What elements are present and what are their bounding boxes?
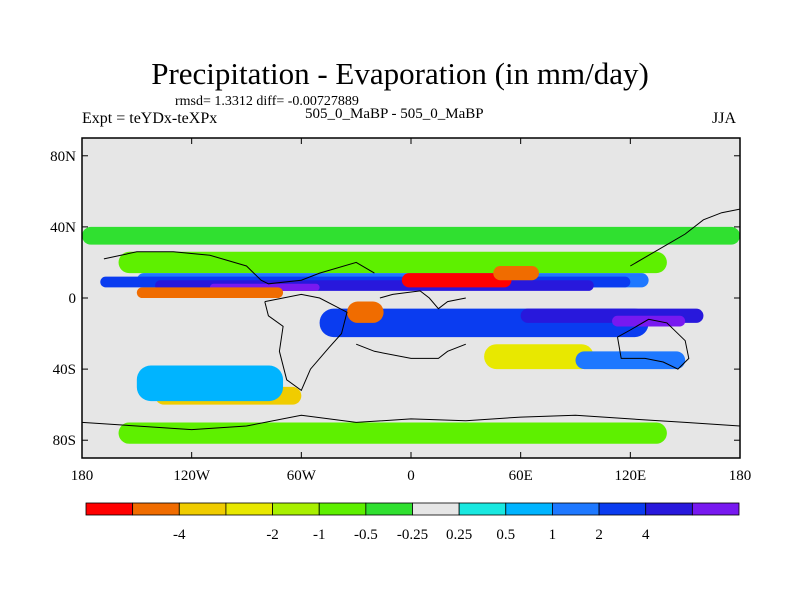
land-outlines — [82, 208, 740, 431]
colorbar-label: 0.5 — [496, 527, 515, 543]
colorbar-label: 0.25 — [446, 527, 472, 543]
field-region — [347, 301, 384, 323]
colorbar-label: -0.25 — [397, 527, 428, 543]
coastline-north-america — [103, 251, 375, 285]
colorbar-swatch — [412, 502, 460, 516]
colorbar-swatch — [132, 502, 180, 516]
colorbar-label: 4 — [642, 527, 650, 543]
field-region — [136, 365, 284, 402]
colorbar-swatch — [691, 502, 740, 516]
field-region — [136, 287, 284, 298]
colorbar-swatch — [598, 502, 647, 516]
colorbar-label: -1 — [313, 527, 326, 543]
x-tick-label: 60E — [509, 468, 533, 484]
coastline-southern-africa — [356, 343, 466, 359]
field-region — [612, 315, 686, 327]
colorbar-swatch — [365, 502, 413, 516]
y-tick-label: 80N — [50, 149, 76, 165]
y-tick-label: 0 — [69, 291, 77, 307]
colorbar-label: -2 — [266, 527, 279, 543]
colorbar-swatch — [505, 502, 553, 516]
y-tick-label: 40N — [50, 220, 76, 236]
coastline-africa — [379, 290, 466, 310]
field-region — [82, 226, 740, 245]
x-tick-label: 120E — [614, 468, 646, 484]
x-tick-label: 120W — [173, 468, 211, 484]
x-tick-label: 180 — [729, 468, 752, 484]
x-tick-label: 60W — [287, 468, 317, 484]
colorbar-label: 2 — [595, 527, 603, 543]
field-region — [118, 422, 667, 444]
axes: 180 120W 60W 0 60E 120E 180 80N 40N 0 40S 80S — [50, 138, 751, 484]
stats-text: rmsd= 1.3312 diff= -0.00727889 — [175, 94, 359, 109]
chart-title: Precipitation - Evaporation (in mm/day) — [151, 56, 649, 91]
field-regions — [82, 226, 740, 444]
colorbar-swatch — [178, 502, 227, 516]
season-label: JJA — [712, 110, 737, 127]
colorbar-swatch — [645, 502, 693, 516]
colorbar-swatch — [552, 502, 600, 516]
y-tick-label: 40S — [53, 362, 76, 378]
colorbar-label: -0.5 — [354, 527, 378, 543]
colorbar-label: 1 — [549, 527, 557, 543]
x-tick-label: 0 — [407, 468, 415, 484]
x-tick-label: 180 — [71, 468, 94, 484]
field-region — [575, 351, 686, 370]
colorbar: -4 -2 -1 -0.5 -0.25 0.25 0.5 1 2 4 — [85, 502, 740, 543]
experiment-label: Expt = teYDx-teXPx — [82, 110, 218, 127]
colorbar-swatch — [272, 502, 320, 516]
field-region — [493, 266, 539, 281]
field-region — [118, 251, 667, 274]
colorbar-swatch — [458, 502, 507, 516]
coastline-south-america — [264, 293, 348, 392]
field-region — [484, 344, 594, 370]
colorbar-swatch — [225, 502, 273, 516]
coastline-australia — [617, 318, 690, 370]
colorbar-swatch — [85, 502, 134, 516]
y-tick-label: 80S — [53, 433, 76, 449]
subtitle-label: 505_0_MaBP - 505_0_MaBP — [305, 106, 484, 122]
coastline-east-asia — [630, 208, 740, 267]
colorbar-swatch — [318, 502, 367, 516]
field-region — [401, 273, 512, 288]
coastline-antarctica — [82, 414, 740, 431]
colorbar-label: -4 — [173, 527, 186, 543]
